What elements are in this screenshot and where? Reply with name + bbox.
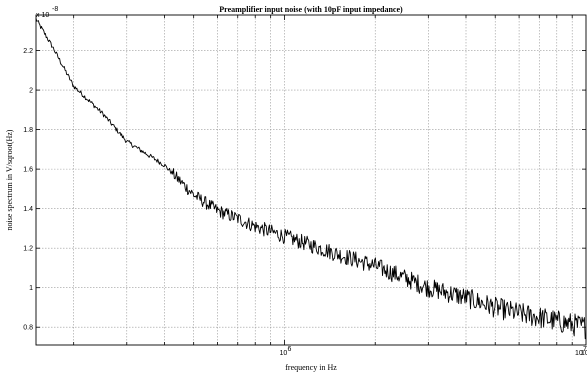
series-line [35,18,587,340]
y-multiplier: x 10 -8 [36,6,58,19]
x-tick-label-base: 10 [575,350,583,357]
x-tick-label-exponent: 6 [287,346,291,353]
y-tick-label: 1.8 [23,127,33,134]
y-axis-label: noise spectrum in V/sqroot(Hz) [5,129,14,230]
y-multiplier-exponent: -8 [52,6,58,13]
x-tick-label-exponent: 7 [583,346,587,353]
x-tick-label-base: 10 [581,350,587,357]
x-axis-label: frequency in Hz [285,363,337,372]
y-multiplier-base: x 10 [36,12,49,19]
x-tick-label: 106 [279,346,291,357]
x-tick-labels: 106107107 [279,346,587,357]
y-tick-labels: 0.8 1 1.2 1.4 1.6 1.8 2 2.2 [23,48,33,332]
y-tick-label: 1.6 [23,167,33,174]
y-tick-label: 0.8 [23,325,33,332]
series-layer [35,18,587,340]
plot-frame [35,14,587,346]
y-tick-label: 2 [29,88,33,95]
y-tick-label: 1.4 [23,206,33,213]
y-tick-label: 1 [29,285,33,292]
y-tick-label: 1.2 [23,246,33,253]
x-tick-label-base: 10 [279,350,287,357]
grid-lines [36,15,586,345]
x-tick-label: 107 [575,346,587,357]
y-tick-label: 2.2 [23,48,33,55]
tick-marks [36,15,586,345]
x-tick-label: 107 [581,350,587,357]
chart-title: Preamplifier input noise (with 10pF inpu… [219,5,403,14]
